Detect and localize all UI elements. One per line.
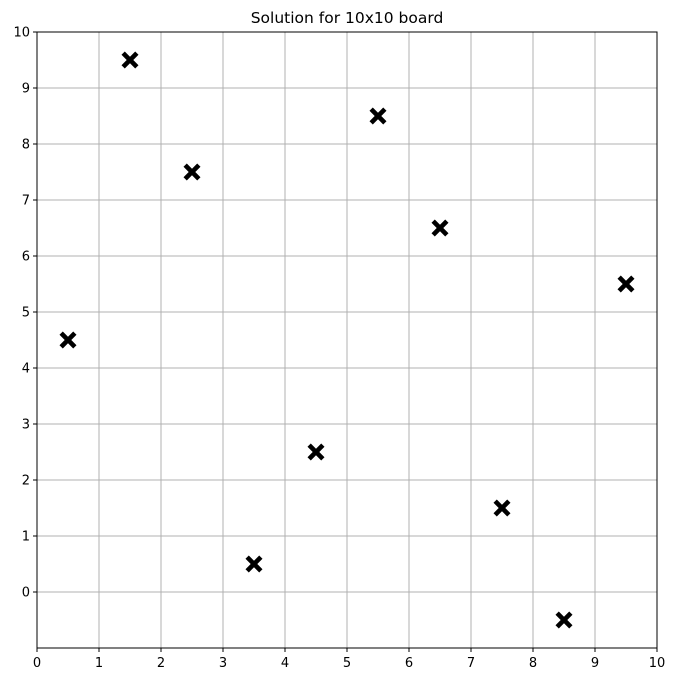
y-tick-label: 9 — [22, 82, 30, 97]
x-tick-label: 8 — [529, 656, 537, 671]
x-tick-label: 6 — [405, 656, 413, 671]
x-tick-label: 2 — [157, 656, 165, 671]
x-marker — [59, 331, 77, 349]
x-marker — [555, 611, 573, 629]
x-tick-label: 1 — [95, 656, 103, 671]
y-tick-label: 1 — [22, 530, 30, 545]
x-tick-label: 4 — [281, 656, 289, 671]
x-tick-label: 3 — [219, 656, 227, 671]
x-tick-label: 7 — [467, 656, 475, 671]
y-tick-label: 0 — [22, 586, 30, 601]
grid-layer — [36, 31, 658, 648]
y-tick-label: 8 — [22, 138, 30, 153]
x-marker — [183, 163, 201, 181]
y-tick-label: 10 — [13, 26, 30, 41]
x-tick-label: 5 — [343, 656, 351, 671]
y-tick-label: 7 — [22, 194, 30, 209]
x-tick-label: 10 — [649, 656, 666, 671]
x-tick-label: 9 — [591, 656, 599, 671]
y-tick-label: 3 — [22, 418, 30, 433]
x-marker — [369, 107, 387, 125]
y-tick-label: 5 — [22, 306, 30, 321]
x-marker — [245, 555, 263, 573]
x-marker — [307, 443, 325, 461]
x-tick-label: 0 — [33, 656, 41, 671]
tick-layer: 0 1 2 3 4 5 6 7 8 9 10 0 1 2 3 4 5 6 7 8 9 10 — [13, 26, 665, 672]
chart-title: Solution for 10x10 board — [251, 9, 444, 27]
marker-layer — [59, 51, 635, 629]
y-tick-label: 4 — [22, 362, 30, 377]
y-tick-label: 2 — [22, 474, 30, 489]
x-marker — [431, 219, 449, 237]
y-tick-label: 6 — [22, 250, 30, 265]
x-marker — [493, 499, 511, 517]
x-marker — [617, 275, 635, 293]
x-marker — [121, 51, 139, 69]
